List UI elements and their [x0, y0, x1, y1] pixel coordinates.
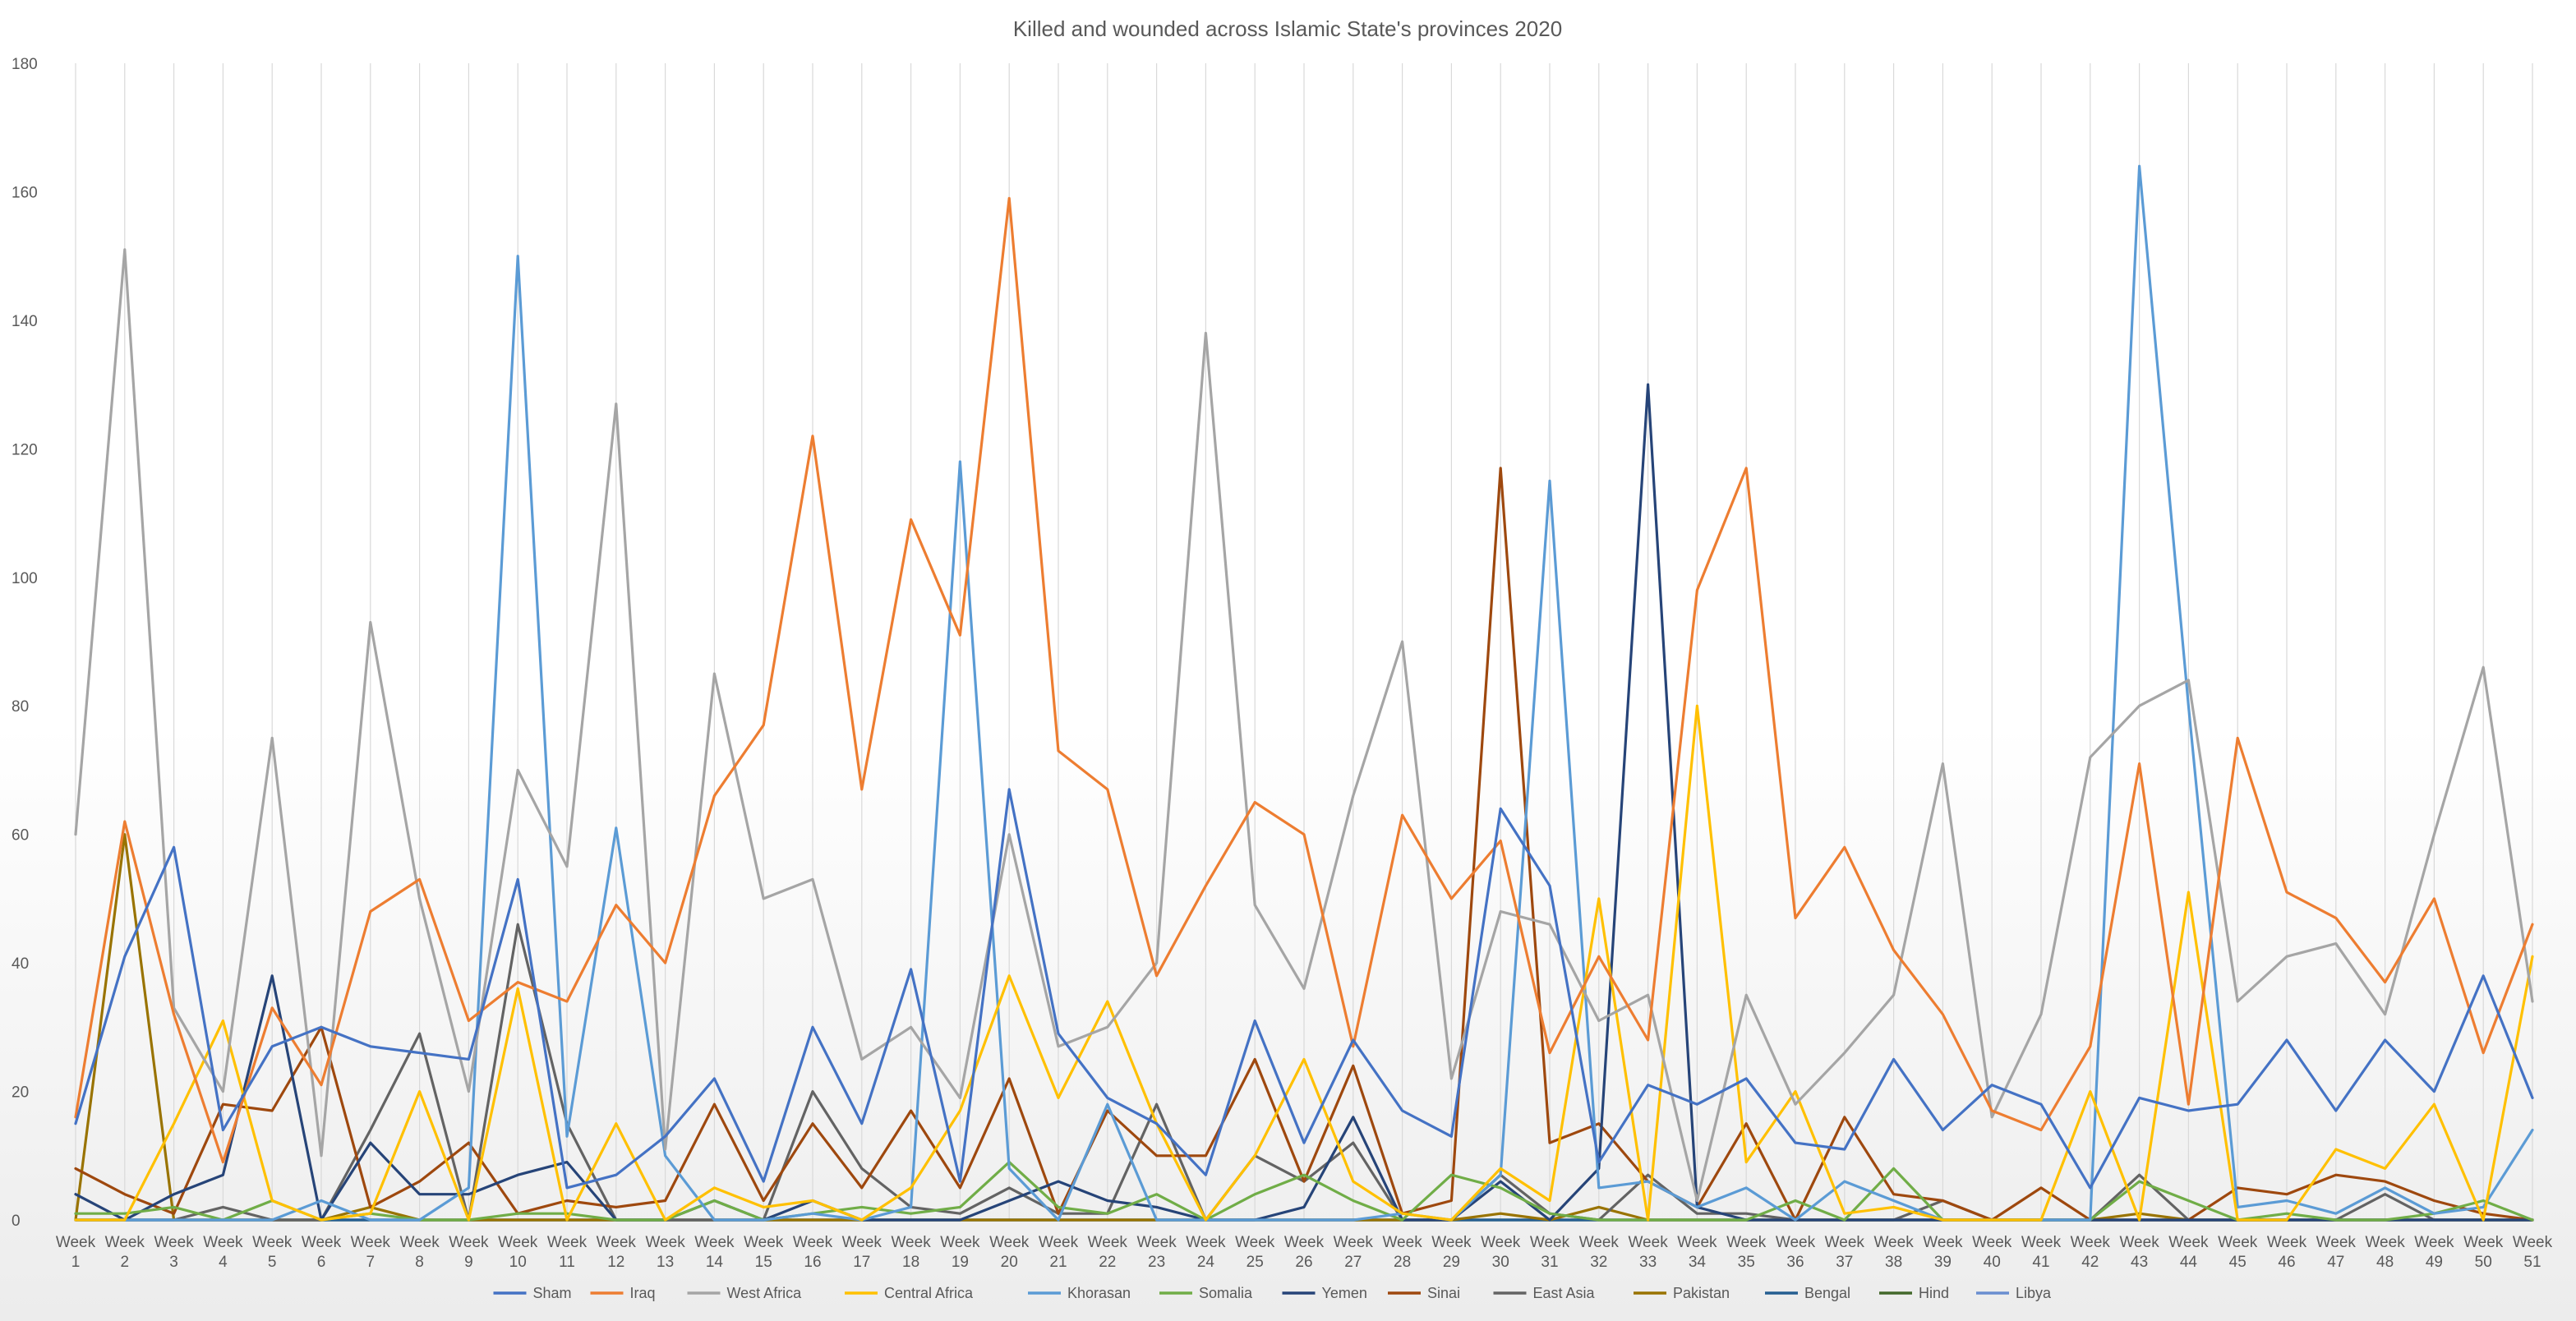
x-tick-label: Week 10	[498, 1234, 538, 1271]
x-tick-label: Week 46	[2267, 1234, 2307, 1271]
x-tick-label: Week 25	[1235, 1234, 1275, 1271]
x-tick-label: Week 22	[1088, 1234, 1128, 1271]
x-tick-label: Week 36	[1776, 1234, 1816, 1271]
x-tick-label: Week 15	[744, 1234, 784, 1271]
x-tick-label: Week 31	[1530, 1234, 1570, 1271]
legend-label: West Africa	[727, 1285, 803, 1301]
x-tick-label: Week 19	[940, 1234, 980, 1271]
gridlines	[75, 63, 2533, 1221]
x-tick-label: Week 21	[1039, 1234, 1079, 1271]
series-line-west-africa	[74, 248, 2534, 1203]
x-tick-label: Week 13	[645, 1234, 685, 1271]
x-tick-label: Week 23	[1136, 1234, 1177, 1271]
chart-title: Killed and wounded across Islamic State'…	[1013, 16, 1562, 41]
x-tick-label: Week 43	[2119, 1234, 2159, 1271]
series-line-khorasan	[74, 164, 2534, 1222]
x-tick-label: Week 2	[105, 1234, 145, 1271]
x-tick-label: Week 41	[2021, 1234, 2062, 1271]
x-tick-label: Week 39	[1923, 1234, 1963, 1271]
legend: Sham Iraq West Africa Central Africa Khorasa…	[493, 1285, 2052, 1301]
legend-label: Hind	[1919, 1285, 1949, 1301]
legend-label: Sham	[533, 1285, 572, 1301]
x-tick-label: Week 32	[1579, 1234, 1620, 1271]
y-tick-label: 40	[12, 955, 29, 973]
y-tick-label: 80	[12, 698, 29, 716]
legend-label: Libya	[2016, 1285, 2052, 1301]
x-tick-label: Week 9	[449, 1234, 489, 1271]
x-tick-label: Week 49	[2414, 1234, 2454, 1271]
series-line-central-africa	[74, 704, 2534, 1222]
x-tick-label: Week 5	[252, 1234, 293, 1271]
series-line-iraq	[74, 196, 2534, 1164]
y-tick-label: 0	[12, 1213, 21, 1230]
x-tick-label: Week 18	[891, 1234, 931, 1271]
series-line-sham	[74, 788, 2534, 1190]
series-lines	[74, 164, 2534, 1222]
y-tick-label: 180	[12, 56, 38, 73]
x-tick-label: Week 50	[2463, 1234, 2504, 1271]
y-tick-label: 60	[12, 827, 29, 845]
y-axis: 0 20 40 60 80 100 120 140 160 180	[12, 56, 38, 1230]
x-tick-label: Week 14	[694, 1234, 735, 1271]
x-tick-label: Week 33	[1628, 1234, 1668, 1271]
x-tick-label: Week 47	[2316, 1234, 2357, 1271]
legend-label: Yemen	[1322, 1285, 1367, 1301]
series-line-somalia	[74, 1160, 2534, 1222]
x-tick-label: Week 20	[989, 1234, 1030, 1271]
x-tick-label: Week 4	[203, 1234, 243, 1271]
x-tick-label: Week 6	[302, 1234, 342, 1271]
y-tick-label: 120	[12, 441, 38, 458]
x-tick-label: Week 38	[1873, 1234, 1914, 1271]
x-tick-label: Week 26	[1284, 1234, 1325, 1271]
x-tick-label: Week 1	[56, 1234, 96, 1271]
x-tick-label: Week 42	[2071, 1234, 2111, 1271]
x-tick-label: Week 34	[1677, 1234, 1717, 1271]
x-tick-label: Week 29	[1431, 1234, 1472, 1271]
x-tick-label: Week 40	[1972, 1234, 2012, 1271]
x-tick-label: Week 16	[793, 1234, 833, 1271]
x-tick-label: Week 7	[351, 1234, 391, 1271]
legend-label: Sinai	[1427, 1285, 1460, 1301]
legend-label: Khorasan	[1067, 1285, 1131, 1301]
x-tick-label: Week 24	[1186, 1234, 1226, 1271]
legend-label: Pakistan	[1673, 1285, 1730, 1301]
y-tick-label: 160	[12, 184, 38, 201]
x-tick-label: Week 17	[842, 1234, 882, 1271]
series-line-yemen	[74, 383, 2534, 1222]
y-tick-label: 100	[12, 570, 38, 587]
x-tick-label: Week 45	[2218, 1234, 2258, 1271]
x-tick-label: Week 27	[1334, 1234, 1374, 1271]
y-tick-label: 140	[12, 313, 38, 330]
x-tick-label: Week 28	[1382, 1234, 1422, 1271]
x-tick-label: Week 35	[1726, 1234, 1767, 1271]
y-tick-label: 20	[12, 1084, 29, 1102]
legend-label: Somalia	[1199, 1285, 1253, 1301]
x-tick-label: Week 44	[2168, 1234, 2209, 1271]
x-tick-label: Week 8	[399, 1234, 440, 1271]
x-tick-label: Week 51	[2513, 1234, 2553, 1271]
x-tick-label: Week 37	[1825, 1234, 1865, 1271]
x-tick-label: Week 12	[597, 1234, 637, 1271]
x-tick-label: Week 30	[1481, 1234, 1521, 1271]
x-tick-label: Week 3	[154, 1234, 194, 1271]
legend-label: Central Africa	[884, 1285, 974, 1301]
x-tick-label: Week 48	[2365, 1234, 2405, 1271]
legend-label: Bengal	[1804, 1285, 1850, 1301]
x-tick-label: Week 11	[547, 1234, 588, 1271]
legend-label: Iraq	[630, 1285, 656, 1301]
legend-label: East Asia	[1533, 1285, 1596, 1301]
